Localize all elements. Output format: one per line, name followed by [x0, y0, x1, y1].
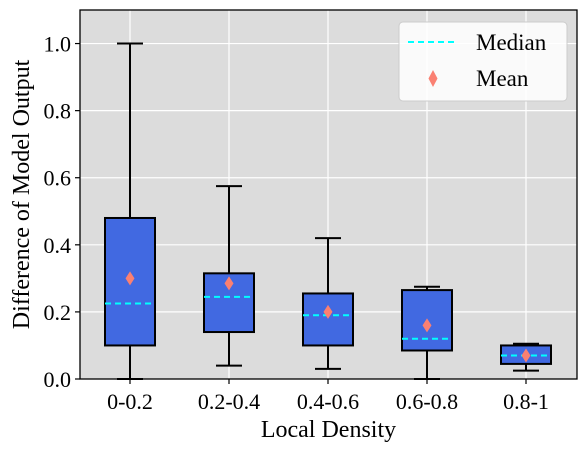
mean-marker	[422, 318, 432, 333]
legend: Median Mean	[398, 21, 568, 102]
y-tick-label: 0.0	[44, 367, 72, 392]
x-tick-label: 0.8-1	[503, 389, 549, 414]
box-0.6-0.8	[401, 285, 453, 380]
mean-marker	[224, 276, 234, 291]
y-axis: 0.0 0.2 0.4 0.6 0.8 1.0	[44, 32, 80, 392]
mean-marker	[323, 304, 333, 319]
legend-mean-label: Mean	[476, 66, 529, 91]
legend-mean-swatch	[428, 70, 438, 87]
y-tick-label: 0.8	[44, 99, 72, 124]
box-0.4-0.6	[302, 237, 354, 370]
boxes	[104, 42, 552, 380]
box-0.8-1	[500, 342, 552, 372]
x-tick-label: 0.4-0.6	[297, 389, 359, 414]
y-tick-label: 0.2	[44, 300, 72, 325]
x-tick-label: 0.2-0.4	[198, 389, 260, 414]
x-axis: 0-0.2 0.2-0.4 0.4-0.6 0.6-0.8 0.8-1	[107, 379, 549, 414]
y-tick-label: 0.6	[44, 166, 72, 191]
x-tick-label: 0.6-0.8	[396, 389, 458, 414]
mean-marker	[521, 348, 531, 363]
x-tick-label: 0-0.2	[107, 389, 153, 414]
box-0-0.2	[104, 42, 156, 380]
box-0.2-0.4	[203, 185, 255, 367]
box-body	[302, 292, 354, 347]
y-tick-label: 0.4	[44, 233, 72, 258]
legend-median-label: Median	[476, 30, 547, 55]
mean-marker	[125, 271, 135, 286]
y-axis-label: Difference of Model Output	[9, 59, 35, 329]
x-axis-label: Local Density	[261, 417, 396, 443]
y-tick-label: 1.0	[44, 32, 72, 57]
